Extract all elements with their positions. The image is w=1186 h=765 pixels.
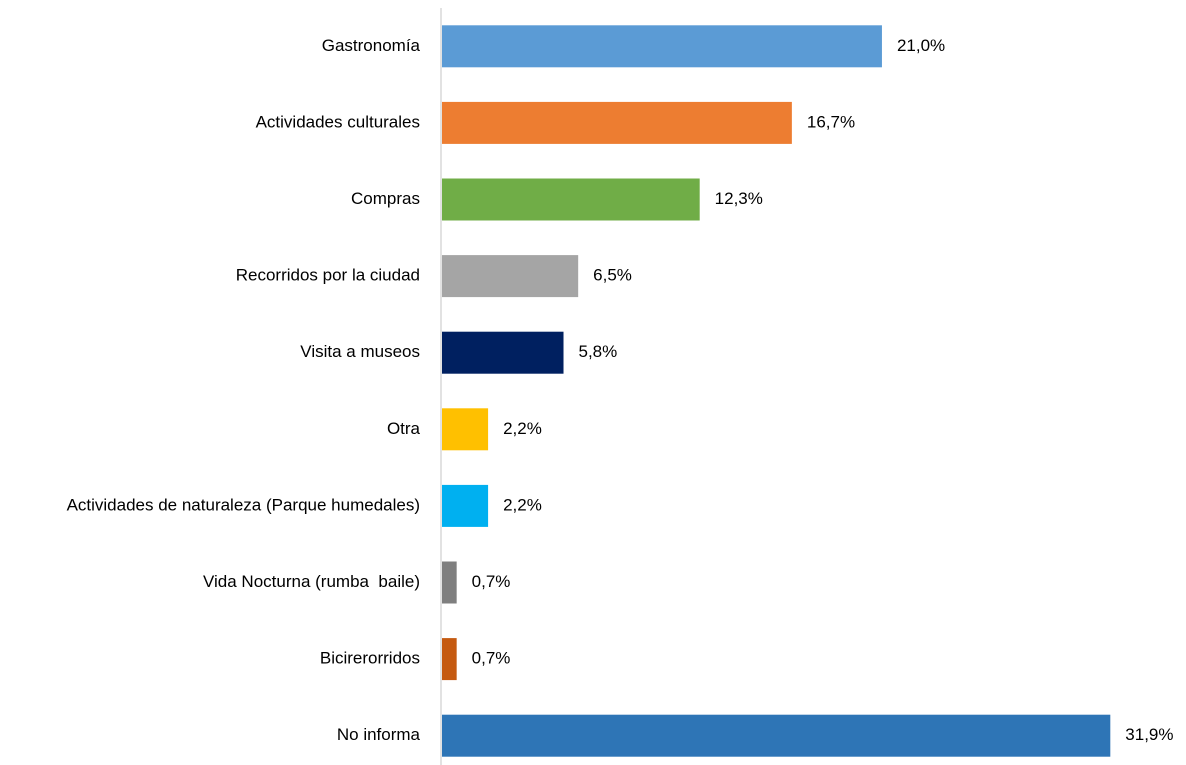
bar [442, 178, 700, 221]
bar [442, 484, 489, 527]
value-label: 6,5% [593, 266, 632, 285]
value-label: 12,3% [715, 189, 763, 208]
category-label: Recorridos por la ciudad [236, 266, 420, 285]
category-label: Actividades de naturaleza (Parque humeda… [67, 495, 420, 514]
bar [442, 101, 792, 144]
value-label: 2,2% [503, 419, 542, 438]
category-label: Visita a museos [300, 342, 420, 361]
bar [442, 714, 1111, 757]
bar [442, 638, 457, 681]
bar [442, 331, 564, 374]
category-label: No informa [337, 725, 421, 744]
category-label: Vida Nocturna (rumba baile) [203, 572, 420, 591]
category-label: Compras [351, 189, 420, 208]
category-label: Gastronomía [322, 36, 421, 55]
value-label: 16,7% [807, 112, 855, 131]
value-label: 21,0% [897, 36, 945, 55]
bar [442, 25, 882, 68]
value-label: 0,7% [472, 572, 511, 591]
category-label: Actividades culturales [256, 112, 420, 131]
bar [442, 255, 579, 298]
value-label: 0,7% [472, 649, 511, 668]
category-label: Bicirerorridos [320, 649, 420, 668]
bar [442, 408, 489, 451]
value-label: 2,2% [503, 495, 542, 514]
category-label: Otra [387, 419, 421, 438]
value-label: 31,9% [1125, 725, 1173, 744]
value-label: 5,8% [579, 342, 618, 361]
bar [442, 561, 457, 604]
